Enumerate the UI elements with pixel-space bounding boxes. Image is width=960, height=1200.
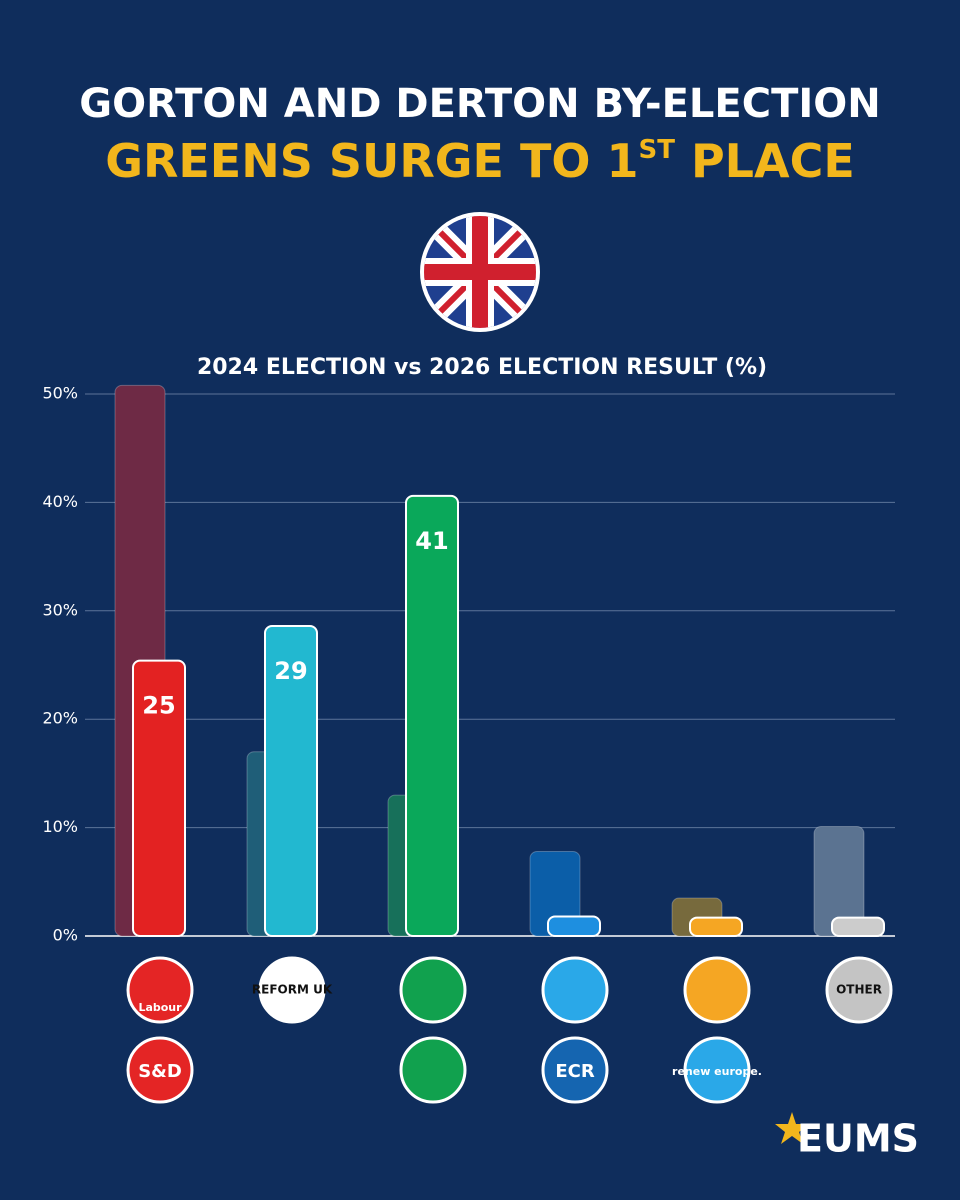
party-logo [126,956,194,1024]
headline: GREENS SURGE TO 1ST PLACE [105,134,855,188]
party-logo [825,956,893,1024]
y-tick-label: 30% [42,600,78,619]
brand-text: EUMS [797,1117,919,1161]
y-tick-label: 50% [42,384,78,403]
bar-2026 [547,915,601,937]
bar-2026 [831,916,885,938]
value-label: 25 [142,692,175,720]
y-tick-label: 20% [42,709,78,728]
party-logo [399,956,467,1024]
group-label: renew europe. [672,1065,762,1078]
party-label: Labour [138,1001,182,1014]
brand: EUMS [775,1112,919,1161]
headline-main: GREENS SURGE TO 1 [105,134,638,188]
y-tick-label: 10% [42,817,78,836]
chart-title: GORTON AND DERTON BY-ELECTION [79,81,880,127]
party-label: OTHER [836,983,882,997]
value-label: 29 [274,657,307,685]
bar-2026 [405,494,459,937]
group-label: ECR [555,1061,595,1082]
group-label: S&D [138,1061,182,1082]
y-tick-label: 0% [53,926,78,945]
headline-sup: ST [638,135,675,165]
y-tick-label: 40% [42,492,78,511]
bar-2026 [689,916,743,938]
party-label: REFORM UK [252,983,333,997]
group-logo [683,1036,751,1104]
headline-rest: PLACE [675,134,855,188]
party-logo [541,956,609,1024]
bar-2026 [264,624,318,937]
party-logo [683,956,751,1024]
group-logo [541,1036,609,1104]
chart-subtitle: 2024 ELECTION vs 2026 ELECTION RESULT (%… [197,355,767,380]
group-logo [126,1036,194,1104]
group-logo [399,1036,467,1104]
value-label: 41 [415,527,448,555]
flag [420,212,540,332]
bar-2026 [132,659,186,937]
party-logo [258,956,326,1024]
